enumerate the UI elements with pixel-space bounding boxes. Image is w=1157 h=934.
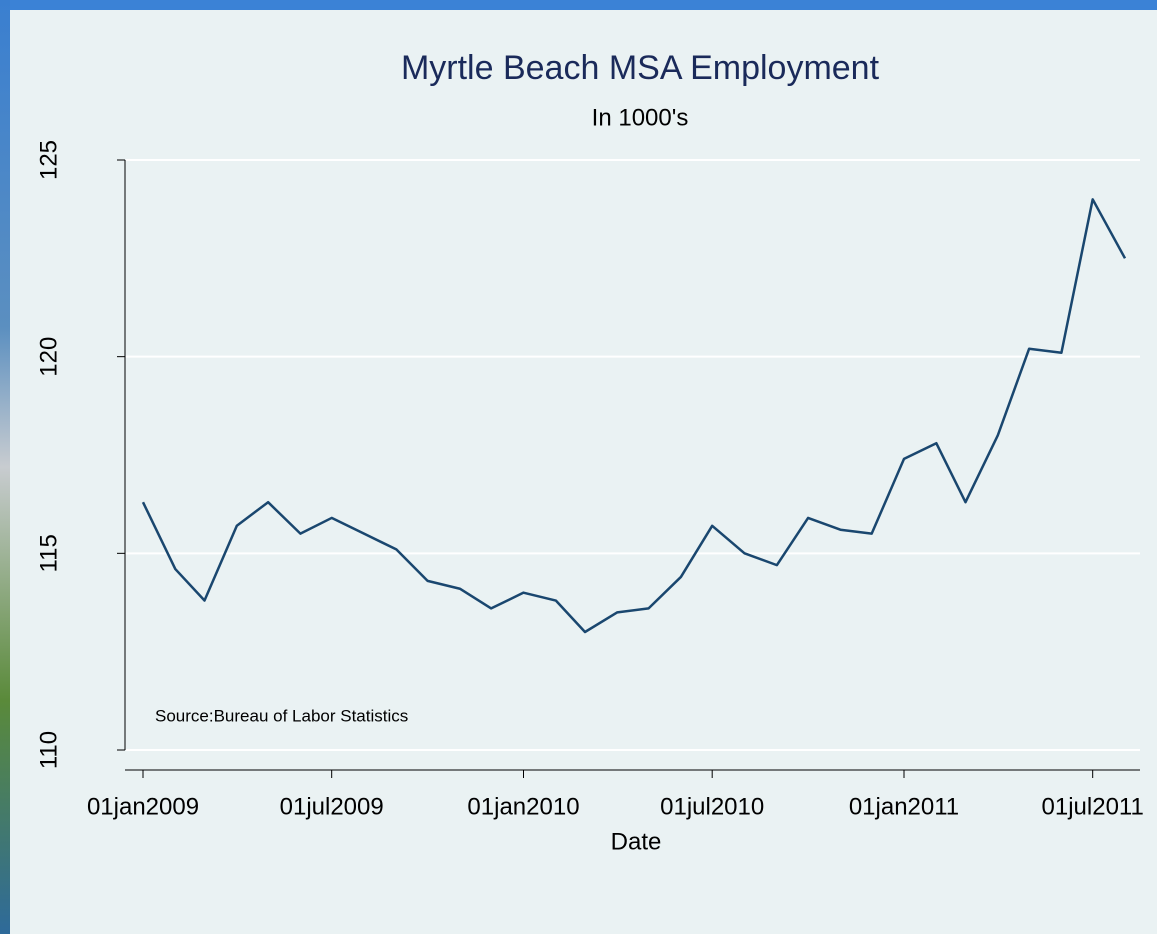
x-tick-label: 01jan2011 <box>849 793 959 820</box>
x-tick-label: 01jul2011 <box>1042 793 1144 820</box>
chart-title: Myrtle Beach MSA Employment <box>401 49 880 87</box>
x-tick-label: 01jan2010 <box>467 793 579 820</box>
y-tick-label: 125 <box>35 140 62 180</box>
chart-subtitle: In 1000's <box>592 104 689 131</box>
y-tick-label: 120 <box>35 337 62 377</box>
data-line <box>141 198 1127 634</box>
x-tick-label: 01jul2010 <box>660 793 764 820</box>
y-tick-label: 110 <box>35 731 62 769</box>
top-frame <box>0 0 1157 10</box>
x-tick-label: 01jan2009 <box>87 793 199 820</box>
x-tick-label: 01jul2009 <box>280 793 384 820</box>
left-frame <box>0 0 10 934</box>
source-note: Source:Bureau of Labor Statistics <box>155 706 408 725</box>
y-tick-label: 115 <box>35 534 62 572</box>
x-axis-label: Date <box>611 828 662 855</box>
